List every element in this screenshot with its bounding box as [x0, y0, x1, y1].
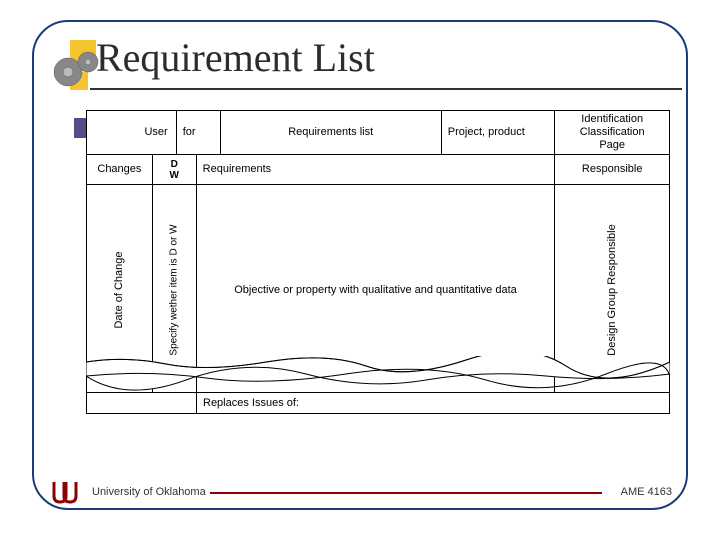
form-header-row-1: User for Requirements list Project, prod… — [87, 111, 669, 155]
form-replaces-row: Replaces Issues of: — [86, 392, 670, 414]
form-body-row: Date of Change Specify wether item is D … — [87, 185, 669, 395]
replaces-label: Replaces Issues of: — [197, 393, 669, 413]
footer-divider — [210, 492, 602, 494]
cell-user: User — [87, 111, 177, 154]
col-design-responsible: Design Group Responsible — [555, 185, 669, 395]
cell-identification: Identification Classification Page — [555, 111, 669, 154]
ou-logo-icon — [48, 478, 82, 506]
form-header-row-2: Changes D W Requirements Responsible — [87, 155, 669, 185]
col-objective: Objective or property with qualitative a… — [197, 185, 556, 395]
ident-line-3: Page — [599, 139, 625, 152]
label-objective: Objective or property with qualitative a… — [234, 284, 517, 296]
footer-course: AME 4163 — [621, 486, 672, 498]
col-specify-dw: Specify wether item is D or W — [153, 185, 197, 395]
col-date-of-change: Date of Change — [87, 185, 153, 395]
requirements-form: User for Requirements list Project, prod… — [86, 110, 670, 396]
cell-responsible: Responsible — [555, 155, 669, 184]
title-underline — [90, 88, 682, 90]
dw-d: D — [171, 159, 178, 170]
slide-title: Requirement List — [96, 34, 375, 81]
label-specify: Specify wether item is D or W — [169, 224, 180, 355]
cell-project: Project, product — [442, 111, 556, 154]
cell-dw: D W — [153, 155, 197, 184]
cell-reqlist: Requirements list — [221, 111, 442, 154]
dw-w: W — [170, 170, 179, 181]
cell-changes: Changes — [87, 155, 153, 184]
ident-line-2: Classification — [580, 126, 645, 139]
cell-for: for — [177, 111, 221, 154]
replaces-left-cell — [87, 393, 197, 413]
cell-requirements: Requirements — [197, 155, 556, 184]
ident-line-1: Identification — [581, 113, 643, 126]
label-design-resp: Design Group Responsible — [606, 224, 618, 355]
label-date-of-change: Date of Change — [113, 251, 125, 328]
footer-university: University of Oklahoma — [92, 486, 206, 498]
